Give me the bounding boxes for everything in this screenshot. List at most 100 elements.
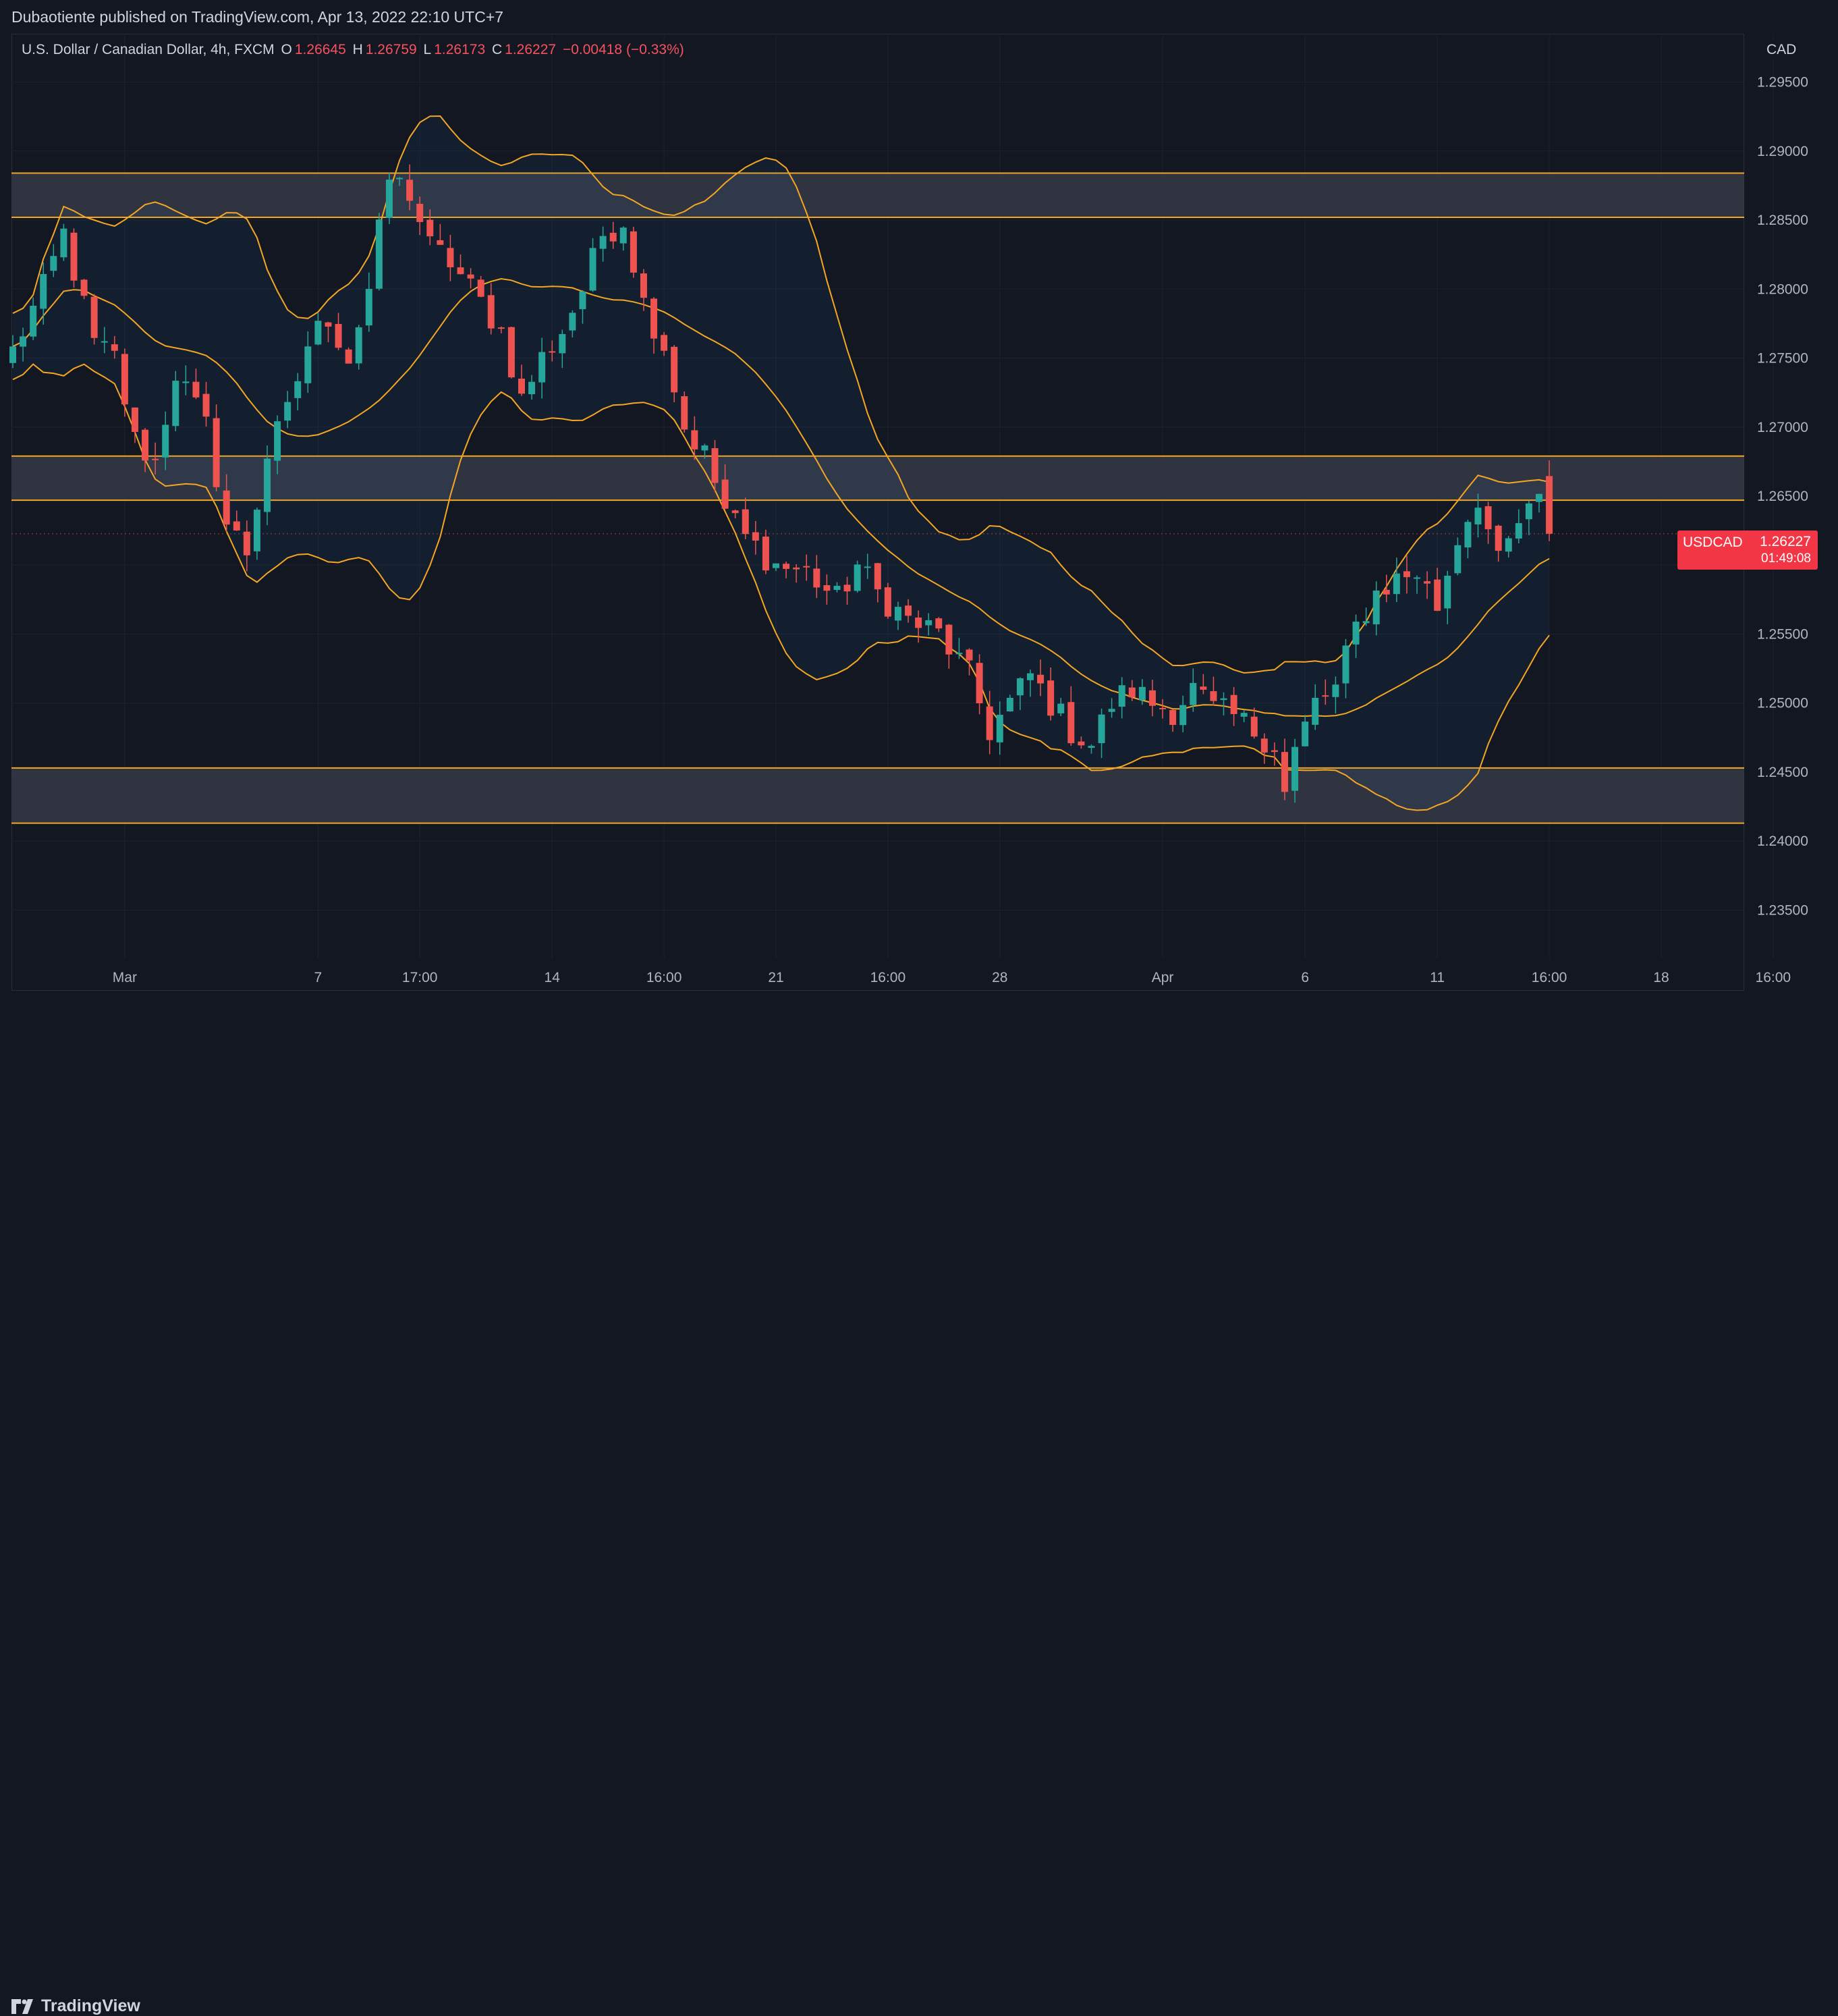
candle-body	[223, 490, 230, 525]
candle-countdown: 01:49:08	[1761, 551, 1811, 566]
candle-body	[721, 479, 729, 509]
candle-body	[783, 564, 790, 569]
candle-body	[213, 418, 220, 487]
candle	[1128, 680, 1136, 701]
candle	[202, 381, 210, 427]
candle-body	[1444, 576, 1451, 609]
candle-body	[609, 232, 617, 242]
candle-body	[1240, 713, 1248, 717]
candle-body	[447, 248, 454, 268]
price-tick-label: 1.27500	[1757, 351, 1808, 366]
price-tick-label: 1.25000	[1757, 696, 1808, 711]
candle	[375, 213, 383, 291]
candle	[467, 268, 474, 289]
candle-body	[1078, 741, 1085, 746]
time-axis[interactable]: Mar 7 17:00 14 16:00 21 16:00 28 Apr 6 11 16:00 18 16…	[113, 970, 1838, 985]
candle	[1403, 555, 1410, 594]
candle-body	[1128, 687, 1136, 698]
candle-body	[1190, 682, 1197, 705]
candle	[152, 442, 159, 475]
candle-body	[416, 203, 424, 222]
time-tick-label: Mar	[113, 970, 137, 985]
candle	[1342, 638, 1349, 699]
time-tick-label: 11	[1430, 970, 1445, 985]
candle-body	[162, 425, 169, 458]
candle	[1159, 699, 1167, 719]
symbol-legend[interactable]: U.S. Dollar / Canadian Dollar, 4h, FXCM …	[22, 42, 687, 58]
candle	[1047, 667, 1055, 721]
price-chart[interactable]: 1.235001.240001.245001.250001.255001.260…	[0, 0, 1838, 1037]
instrument-name[interactable]: U.S. Dollar / Canadian Dollar, 4h, FXCM	[22, 42, 275, 57]
close-label: C	[492, 42, 503, 57]
time-tick-label: 14	[545, 970, 561, 985]
candle-body	[1016, 678, 1024, 696]
candle	[894, 601, 901, 630]
candle	[711, 440, 719, 493]
candle	[1057, 697, 1065, 717]
candle	[925, 613, 932, 636]
candle-body	[1098, 714, 1105, 744]
candle-body	[375, 219, 383, 289]
candle-body	[314, 321, 322, 345]
candle-body	[752, 532, 759, 541]
candle-body	[1322, 695, 1329, 697]
candle	[30, 297, 37, 340]
currency-label[interactable]: CAD	[1762, 40, 1801, 59]
candle	[783, 561, 790, 578]
candle	[609, 221, 617, 249]
candle-body	[1393, 573, 1400, 595]
candle	[1027, 670, 1034, 697]
candle	[111, 335, 118, 359]
candle-body	[640, 273, 647, 298]
candle-body	[172, 381, 179, 427]
candle	[335, 312, 342, 351]
candle-body	[152, 458, 159, 460]
candle-body	[681, 396, 688, 430]
candle-body	[691, 430, 698, 449]
candle	[101, 327, 108, 354]
candle	[294, 373, 302, 411]
candle	[742, 497, 749, 539]
candle-body	[671, 346, 678, 393]
candle-body	[121, 354, 128, 405]
candle-body	[976, 663, 983, 704]
candle-body	[1006, 697, 1013, 712]
candle-body	[955, 653, 963, 655]
candle-body	[1169, 709, 1177, 726]
candle-body	[50, 256, 57, 271]
candlesticks	[9, 164, 1553, 803]
candle-body	[1220, 698, 1227, 701]
candle-body	[70, 232, 78, 281]
candle-body	[1230, 694, 1237, 715]
candle	[162, 411, 169, 470]
candle-body	[1271, 750, 1278, 753]
candle	[966, 648, 973, 676]
candle	[854, 560, 861, 593]
candle	[1434, 568, 1441, 611]
candle	[1271, 742, 1278, 766]
candle-body	[1057, 703, 1065, 713]
candle-body	[477, 279, 484, 297]
candle-body	[406, 180, 414, 201]
candle	[365, 272, 372, 332]
candle	[243, 520, 250, 572]
candle-body	[1291, 746, 1299, 791]
candle-body	[385, 180, 393, 218]
candle	[650, 297, 658, 354]
candle-body	[457, 267, 464, 275]
candle-body	[650, 298, 658, 339]
candle-body	[1088, 746, 1095, 748]
candle	[559, 329, 566, 369]
low-label: L	[423, 42, 432, 57]
candle-body	[813, 568, 820, 588]
candle-body	[202, 393, 210, 417]
candle-body	[365, 289, 372, 326]
candle	[986, 690, 993, 755]
candle-body	[1372, 590, 1380, 625]
candle	[976, 654, 983, 715]
candle	[40, 262, 47, 325]
candle-body	[1495, 525, 1502, 551]
price-axis[interactable]: 1.235001.240001.245001.250001.255001.260…	[1757, 75, 1808, 919]
time-tick-label: 28	[992, 970, 1007, 985]
tradingview-logo[interactable]: TradingView	[11, 1996, 140, 2016]
